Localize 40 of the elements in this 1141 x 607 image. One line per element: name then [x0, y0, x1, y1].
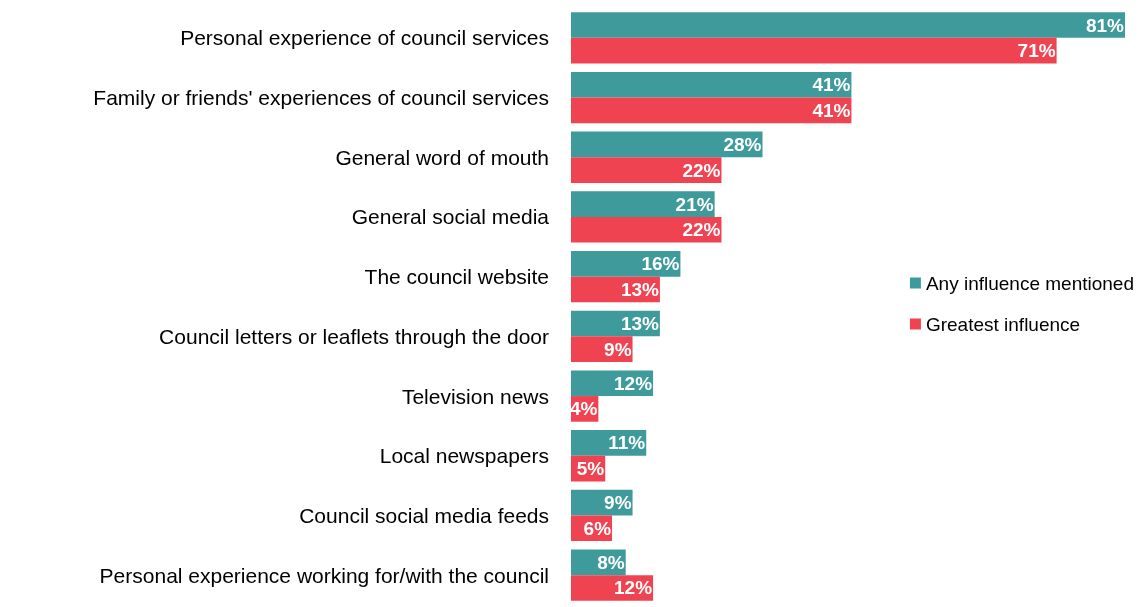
legend-label: Any influence mentioned [925, 272, 1135, 294]
data-label: 81% [1085, 14, 1125, 36]
y-tick-label: Council letters or leaflets through the door [159, 324, 549, 348]
data-label: 12% [614, 372, 653, 394]
data-label: 8% [597, 551, 625, 573]
data-label: 41% [812, 74, 851, 96]
data-label: 21% [675, 193, 714, 215]
y-tick-label: Personal experience working for/with the council [99, 563, 549, 587]
y-tick-label: Television news [401, 384, 549, 408]
bar [571, 157, 722, 183]
data-label: 13% [620, 313, 660, 335]
y-tick-label: Local newspapers [379, 444, 549, 468]
bar [571, 37, 1057, 64]
data-label: 11% [608, 432, 646, 454]
y-tick-label: The council website [364, 265, 549, 289]
data-label: 6% [583, 517, 612, 539]
data-label: 22% [682, 159, 721, 181]
y-tick-label: Personal experience of council services [180, 26, 549, 50]
legend-label: Greatest influence [925, 313, 1081, 335]
bar [571, 131, 763, 158]
bar [571, 97, 852, 124]
data-label: 41% [812, 99, 851, 121]
data-label: 16% [641, 253, 680, 275]
y-tick-label: Family or friends' experiences of council services [93, 86, 549, 110]
bar [571, 216, 722, 243]
bar [571, 191, 715, 217]
data-label: 12% [614, 577, 653, 599]
data-label: 9% [604, 338, 632, 360]
data-label: 71% [1017, 40, 1056, 62]
bar [571, 12, 1125, 38]
y-tick-label: General social media [351, 205, 550, 229]
data-label: 9% [604, 492, 632, 514]
data-label: 4% [569, 398, 598, 420]
data-label: 13% [620, 278, 660, 300]
data-label: 28% [723, 133, 762, 155]
bar [571, 71, 852, 98]
data-label: 22% [682, 219, 721, 241]
y-tick-label: General word of mouth [335, 145, 549, 169]
y-tick-label: Council social media feeds [299, 503, 549, 527]
data-label: 5% [576, 458, 605, 480]
